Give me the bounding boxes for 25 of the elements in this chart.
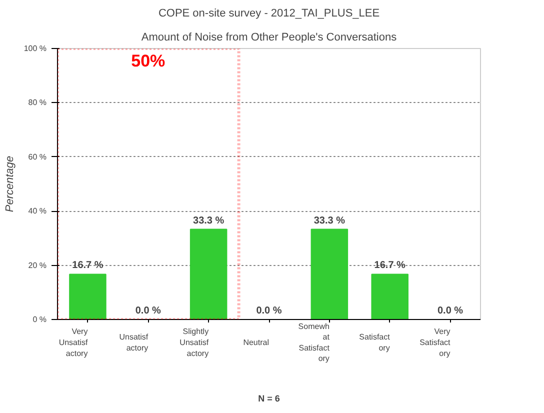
x-tick-label: Slightly Unsatisf actory — [180, 327, 210, 358]
data-label: 0.0 % — [438, 306, 464, 316]
y-axis-title: Percentage — [4, 156, 16, 212]
y-tick-label: 80 % — [28, 98, 46, 108]
x-tick-label: Unsatisf actory — [119, 332, 149, 352]
x-tick-label: Very Unsatisf actory — [58, 327, 88, 358]
x-tick-label: Somewh at Satisfact ory — [298, 322, 330, 364]
annotation: 50% — [131, 52, 166, 70]
data-label: 16.7 % — [374, 260, 406, 272]
data-label: 33.3 % — [314, 215, 346, 226]
y-tick-label: 0 % — [32, 315, 47, 324]
chart-title: COPE on-site survey - 2012_TAI_PLUS_LEE — [158, 8, 380, 20]
data-label: 16.7 % — [72, 260, 104, 272]
x-tick-label: Very Satisfact ory — [420, 327, 452, 358]
data-label: 0.0 % — [135, 306, 162, 316]
y-tick-label: 100 % — [24, 44, 47, 53]
text: N = 6 — [258, 394, 280, 404]
chart-subtitle: Amount of Noise from Other People's Conversations — [141, 32, 398, 44]
x-tick-label: Neutral — [243, 338, 270, 347]
data-label: 33.3 % — [193, 215, 224, 226]
y-tick-label: 40 % — [28, 206, 46, 216]
y-tick-label: 20 % — [28, 260, 46, 270]
y-tick-label: 60 % — [28, 152, 46, 162]
x-tick-label: Satisfact ory — [359, 332, 391, 352]
data-label: 0.0 % — [256, 306, 282, 316]
